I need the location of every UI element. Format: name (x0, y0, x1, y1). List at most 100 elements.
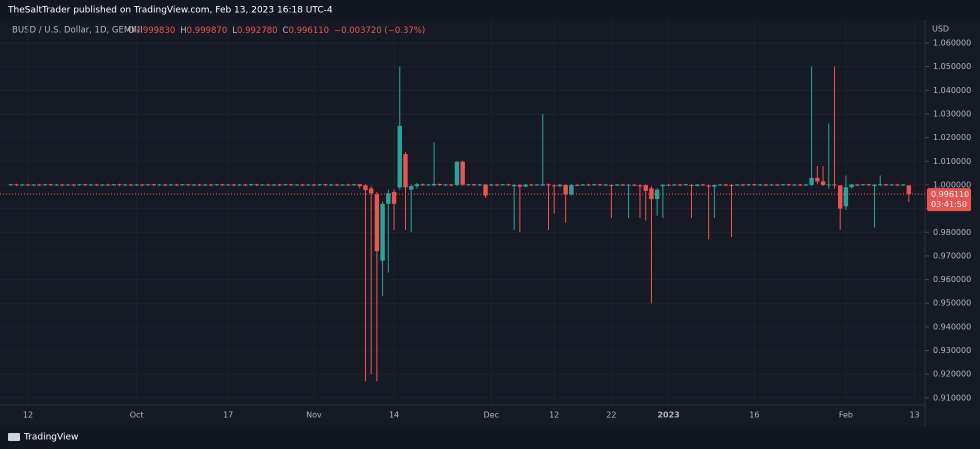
candle-body (838, 185, 843, 209)
candle-body (208, 184, 214, 186)
candle-body (523, 184, 528, 187)
candle-body (42, 184, 48, 186)
candle-body (82, 184, 88, 186)
x-tick-label: Feb (839, 411, 853, 420)
candle-body (700, 184, 706, 186)
candle-body (105, 184, 111, 186)
candle-body (820, 181, 826, 185)
candle-body (683, 184, 688, 186)
candle-body (752, 184, 757, 186)
candle-body (368, 188, 374, 194)
candle-body (563, 184, 568, 195)
candle-body (466, 184, 471, 186)
candle-body (380, 203, 385, 261)
candle-body (632, 184, 637, 186)
candle-body (895, 184, 900, 186)
candle-body (689, 184, 694, 186)
candle-body (603, 184, 608, 186)
candle-body (174, 184, 179, 186)
candle-body (672, 184, 677, 186)
candle-body (454, 161, 460, 185)
y-tick-label: 0.980000 (933, 228, 971, 237)
candle-body (849, 184, 854, 188)
candle-body (237, 184, 242, 186)
candle-body (254, 184, 259, 186)
candle-body (134, 184, 139, 186)
x-tick-label: 2023 (657, 411, 679, 420)
candle-body (231, 184, 237, 186)
candle-body (592, 184, 597, 186)
candle-body (460, 161, 465, 185)
candle-body (277, 184, 282, 186)
candle-body (763, 184, 769, 186)
candle-body (306, 184, 311, 186)
candle-body (580, 184, 585, 186)
candle-body (695, 184, 700, 186)
candle-body (706, 185, 711, 187)
candle-body (351, 184, 357, 186)
candle-body (20, 184, 25, 186)
x-tick-label: 17 (223, 411, 233, 420)
y-tick-label: 1.030000 (933, 109, 971, 118)
candle-body (500, 184, 505, 186)
candle-body (483, 184, 488, 196)
candle-body (494, 184, 500, 186)
candle-body (294, 184, 299, 186)
y-tick-label: 0.920000 (933, 370, 971, 379)
candle-body (140, 184, 145, 186)
candle-body (420, 184, 425, 186)
candle-body (197, 184, 202, 186)
candle-body (128, 184, 134, 186)
candle-body (477, 184, 483, 186)
candle-body (723, 184, 728, 186)
candle-body (403, 154, 408, 188)
candle-body (374, 194, 380, 252)
legend-value: 0.999830 (135, 26, 176, 36)
candle-body (225, 184, 231, 186)
candle-body (191, 184, 197, 186)
candle-body (397, 125, 402, 188)
last-price-label: 0.996110 (931, 190, 969, 199)
candle-body (860, 184, 866, 186)
logo (8, 433, 20, 441)
candle-body (340, 184, 345, 186)
candle-body (735, 184, 740, 186)
candle-body (283, 184, 288, 186)
candle-body (437, 183, 442, 185)
candle-body (609, 184, 614, 186)
candle-body (803, 184, 809, 186)
candle-body (100, 184, 105, 186)
countdown: 03:41:50 (931, 200, 967, 209)
candle-body (775, 184, 780, 186)
candle-body (60, 184, 65, 186)
x-tick-label: 13 (909, 411, 919, 420)
candle-body (809, 177, 814, 185)
candle-body (328, 184, 334, 186)
published-note: TheSaltTrader published on TradingView.c… (7, 6, 333, 16)
candle-body (163, 184, 168, 186)
legend-key: C (283, 26, 289, 36)
candle-body (31, 184, 36, 186)
y-tick-label: 0.970000 (933, 251, 971, 260)
candle-body (117, 184, 122, 186)
candle-body (203, 184, 208, 186)
grid (0, 20, 925, 405)
candle-body (8, 184, 13, 186)
candle-body (843, 187, 849, 207)
candle-body (889, 184, 894, 186)
legend-value: 0.996110 (288, 26, 329, 36)
candle-body (534, 184, 540, 186)
candle-body (866, 184, 871, 186)
candle-body (323, 184, 328, 186)
candle-body (317, 184, 322, 186)
candle-body (414, 184, 420, 187)
y-tick-label: 0.910000 (933, 393, 971, 402)
candle-body (54, 184, 59, 186)
candle-body (48, 184, 54, 186)
candle-body (815, 177, 820, 182)
x-tick-label: 12 (23, 411, 33, 420)
candle-body (151, 184, 156, 186)
candle-body (769, 184, 774, 186)
candle-body (626, 184, 631, 186)
